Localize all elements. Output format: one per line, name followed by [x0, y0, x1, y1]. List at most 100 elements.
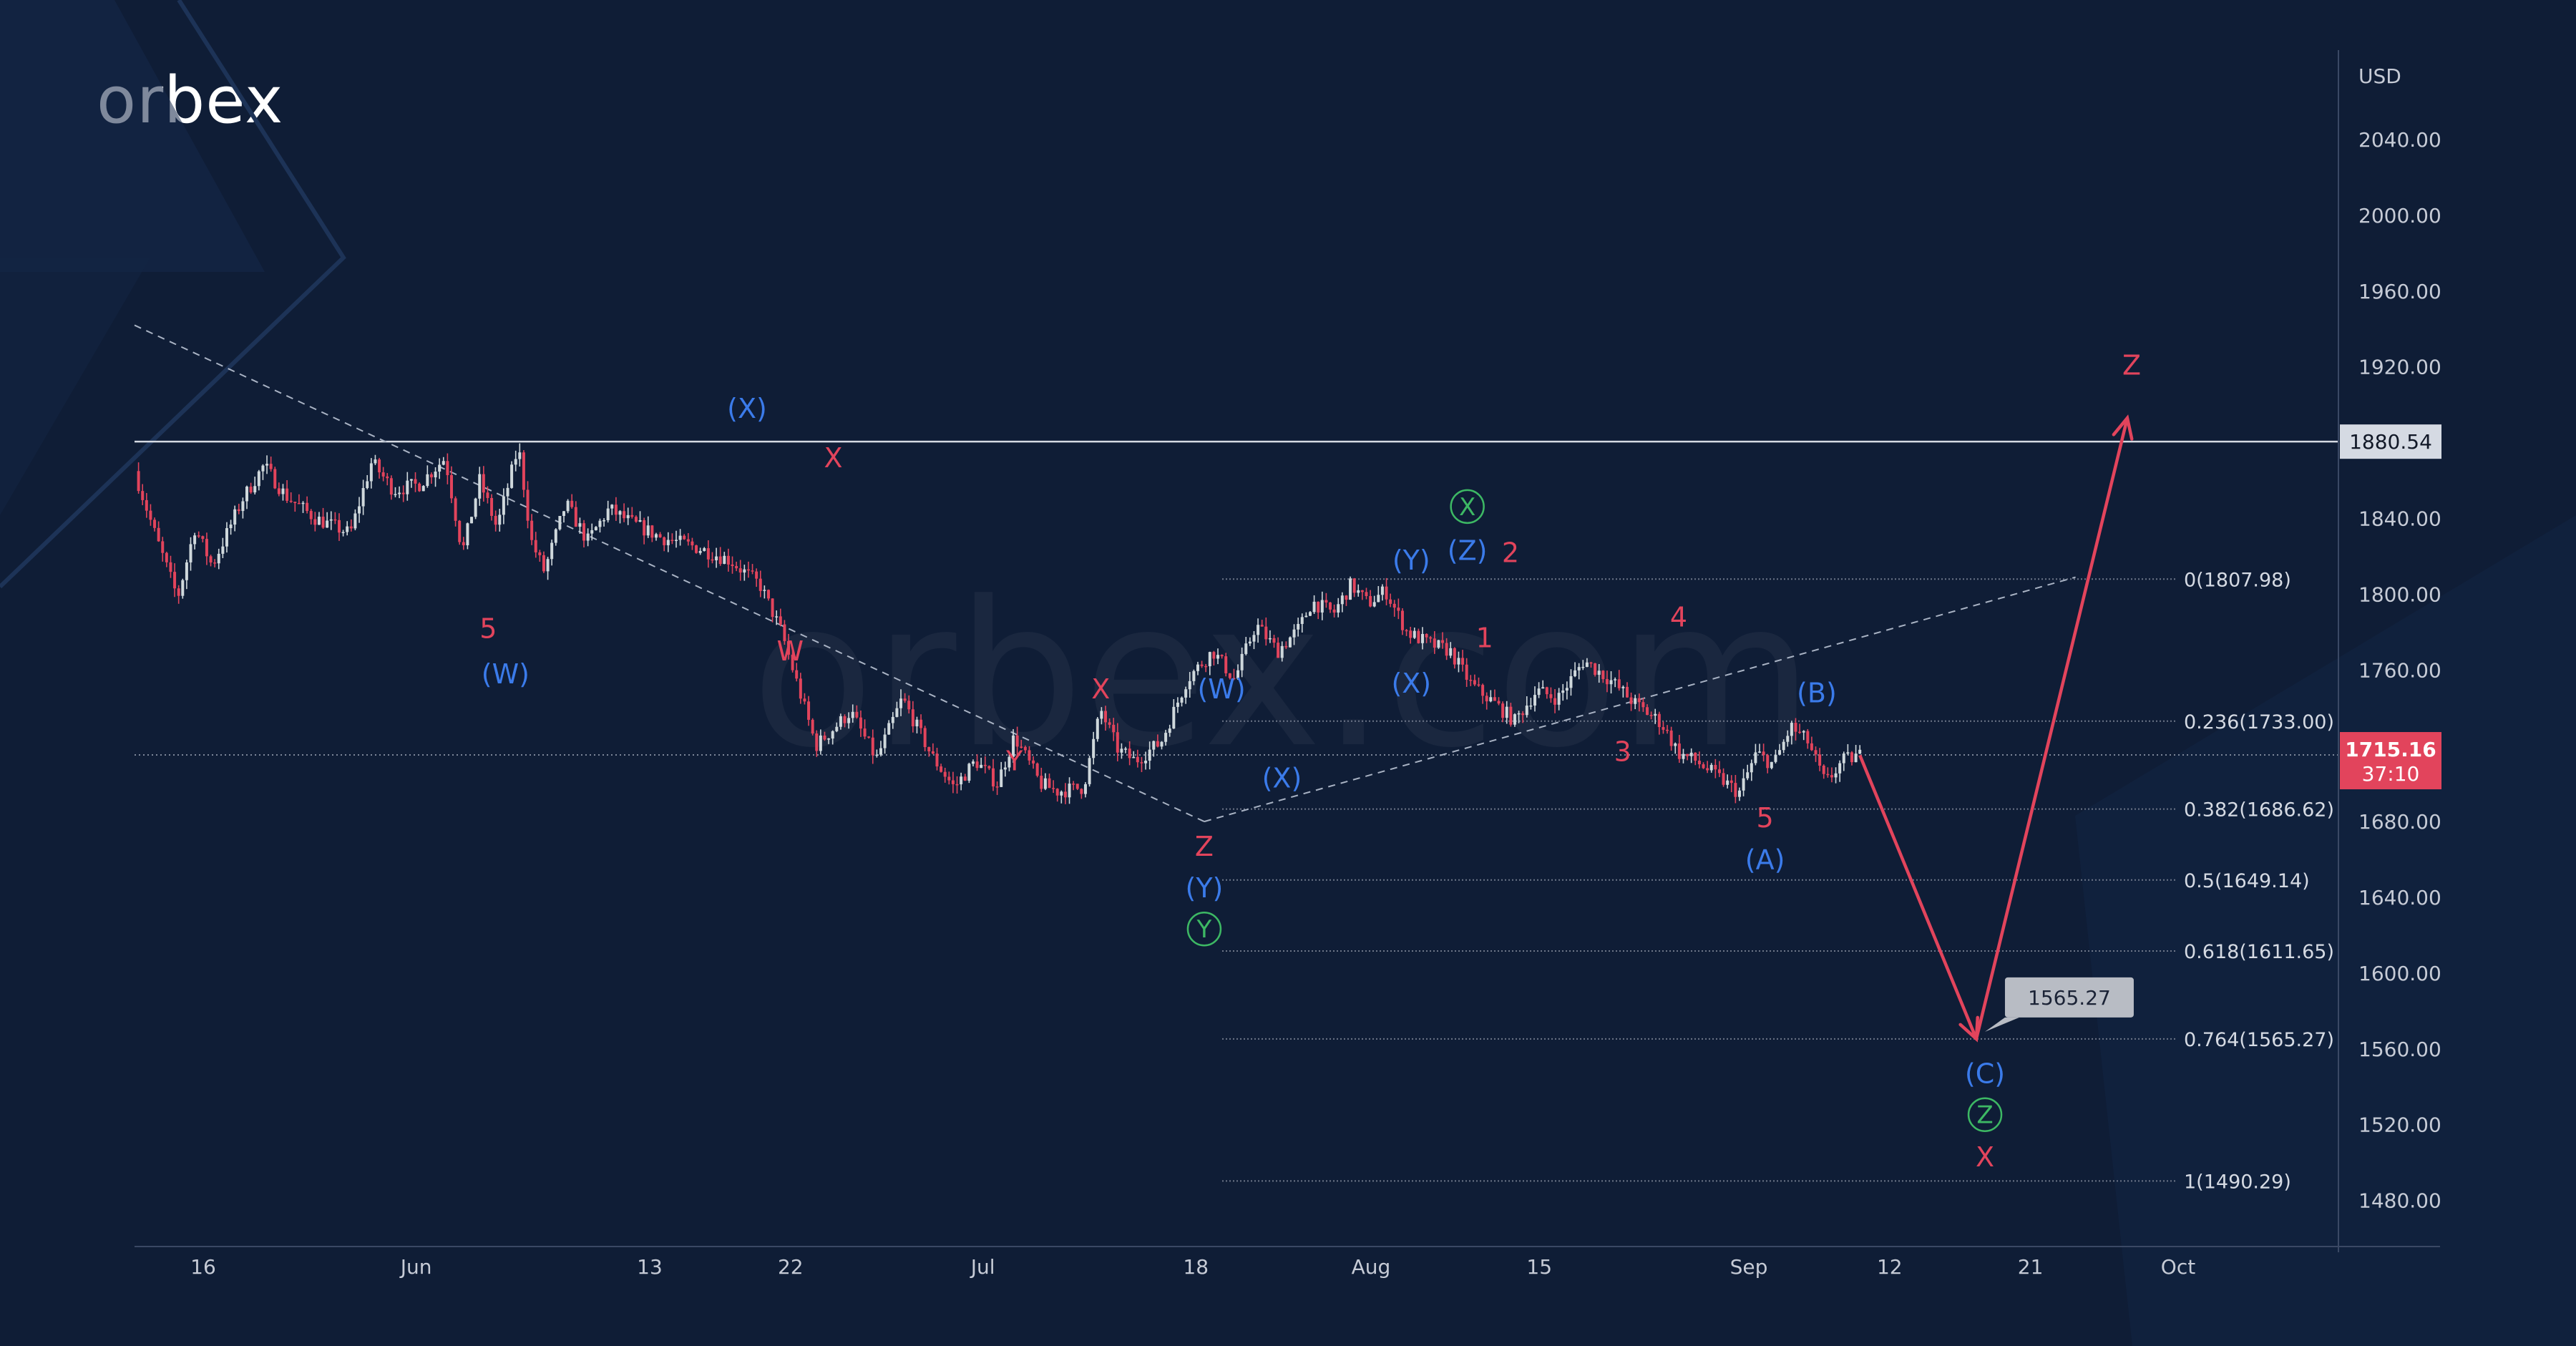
candle-body [1164, 733, 1168, 742]
y-tick-label: 1640.00 [2358, 886, 2441, 909]
candle-body [1380, 586, 1384, 595]
candle-body [971, 761, 975, 764]
candle-body [654, 534, 658, 538]
candle-body [1762, 751, 1765, 756]
wave-label: Z [1976, 1101, 1993, 1130]
candle-body [1232, 678, 1236, 680]
candle-body [1646, 707, 1649, 716]
candle-body [498, 514, 502, 525]
watermark-text: orbex.com [751, 559, 1813, 792]
candle-body [675, 540, 678, 541]
candle-body [819, 735, 822, 751]
candle-body [229, 525, 233, 529]
candle-body [787, 640, 791, 655]
candle-body [462, 542, 465, 546]
candle-body [751, 570, 754, 572]
candle-body [1180, 697, 1184, 703]
candle-body [1758, 751, 1762, 753]
background-chevron [2075, 515, 2576, 1346]
candle-body [181, 580, 185, 596]
candle-body [466, 523, 469, 546]
candle-body [755, 571, 758, 579]
candle-body [1020, 746, 1023, 748]
candle-body [1252, 635, 1256, 642]
candle-body [546, 559, 550, 572]
candle-body [911, 709, 914, 727]
candle-body [1200, 664, 1204, 666]
candle-body [1846, 752, 1850, 754]
candle-body [1541, 687, 1545, 689]
candle-body [1493, 697, 1496, 701]
y-tick-label: 1840.00 [2358, 507, 2441, 531]
wave-label: X [1976, 1141, 1994, 1173]
candle-body [1822, 766, 1825, 774]
candle-body [1277, 643, 1280, 658]
candle-body [1144, 761, 1148, 764]
candle-body [333, 519, 337, 521]
candle-body [1156, 741, 1159, 747]
candle-body [1577, 667, 1581, 670]
candle-body [289, 500, 293, 502]
candle-body [301, 502, 305, 504]
current-price-label: 1715.16 [2345, 738, 2436, 761]
candle-body [1204, 665, 1208, 668]
candle-body [381, 472, 385, 477]
y-tick-label: 2000.00 [2358, 204, 2441, 228]
candle-body [1268, 638, 1272, 640]
candle-body [434, 472, 437, 478]
y-tick-label: 2040.00 [2358, 128, 2441, 152]
candle-body [879, 748, 882, 755]
candle-body [1409, 630, 1413, 638]
candle-body [646, 525, 650, 536]
candle-body [341, 532, 345, 534]
candle-body [731, 564, 734, 567]
candle-body [1774, 754, 1777, 762]
candle-body [582, 523, 586, 541]
candle-body [281, 488, 285, 494]
candle-body [237, 509, 240, 512]
candle-body [1104, 711, 1108, 723]
candle-body [1489, 697, 1493, 702]
candle-body [1128, 748, 1131, 759]
candle-body [165, 552, 168, 562]
candle-body [478, 474, 482, 499]
candle-body [1473, 680, 1476, 685]
candle-body [1136, 756, 1139, 763]
candle-body [173, 572, 177, 589]
candle-body [1236, 670, 1240, 679]
wave-label: (C) [1965, 1058, 2005, 1089]
candle-body [1786, 736, 1790, 742]
candle-body [1461, 658, 1465, 665]
resistance-tag-label: 1880.54 [2349, 430, 2432, 454]
candle-body [1060, 791, 1063, 796]
candle-body [1597, 670, 1601, 676]
candle-body [1557, 693, 1561, 705]
candle-body [538, 552, 542, 555]
candle-body [598, 520, 602, 527]
candle-body [277, 488, 280, 494]
candle-body [446, 461, 449, 475]
candle-body [1814, 750, 1818, 755]
candle-body [803, 698, 806, 702]
candle-body [317, 517, 321, 525]
projection-arrowhead-down [1958, 1015, 1980, 1043]
x-tick-label: 18 [1183, 1255, 1209, 1279]
candle-body [1669, 730, 1673, 746]
target-callout-box [2004, 977, 2134, 1018]
candle-body [1096, 718, 1099, 739]
candle-body [827, 738, 831, 740]
candle-body [1035, 763, 1039, 776]
candle-body [630, 514, 634, 517]
x-tick-label: 16 [190, 1255, 216, 1279]
candle-body [414, 479, 417, 484]
candle-body [1533, 695, 1536, 706]
candle-body [895, 708, 899, 717]
candle-body [1509, 706, 1513, 725]
candle-body [1641, 702, 1645, 708]
candle-body [670, 540, 674, 542]
candle-body [361, 488, 365, 507]
candle-body [1674, 743, 1677, 746]
fib-level-label: 0.5(1649.14) [2184, 870, 2310, 892]
candle-body [1830, 775, 1833, 778]
